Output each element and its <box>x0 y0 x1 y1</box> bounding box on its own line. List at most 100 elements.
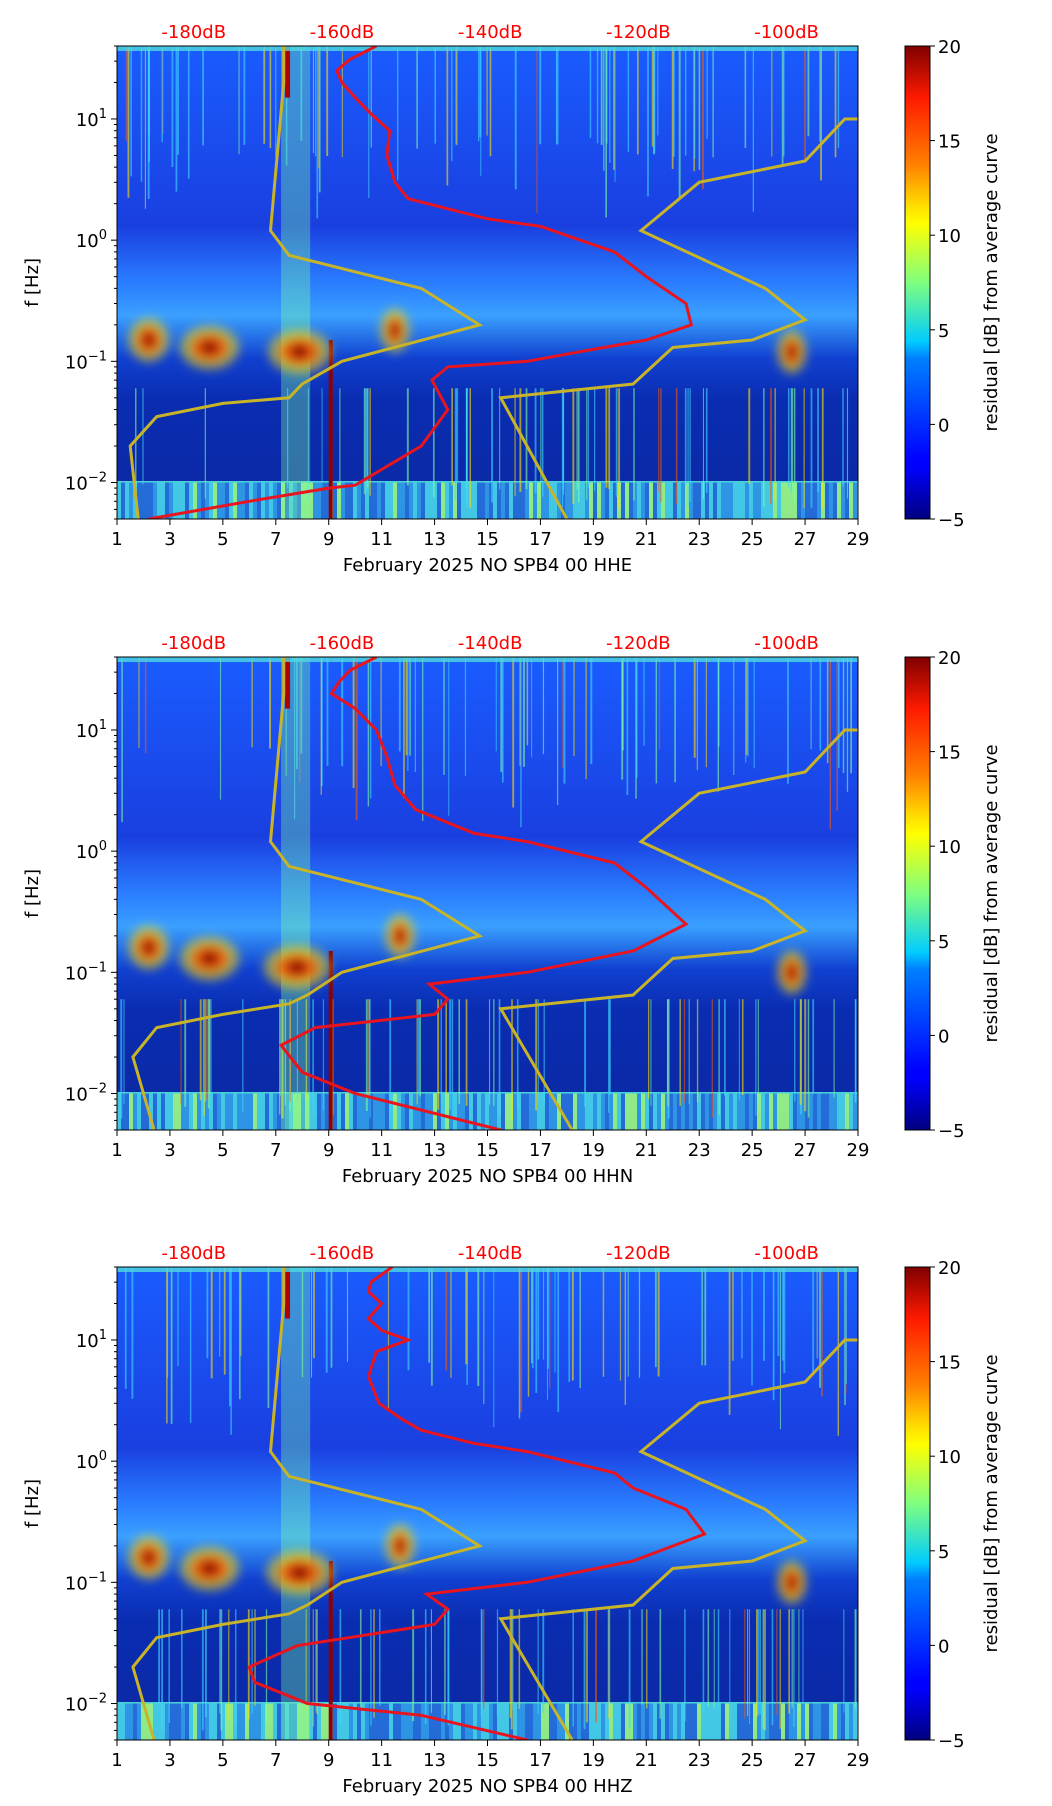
band-column <box>517 1093 521 1130</box>
band-column <box>797 482 801 519</box>
band-column <box>845 1093 849 1130</box>
band-column <box>653 1703 657 1740</box>
band-column <box>549 1093 553 1130</box>
band-column <box>297 482 301 519</box>
band-column <box>545 482 549 519</box>
microseism-energy <box>128 1523 807 1605</box>
band-column <box>205 1703 209 1740</box>
band-column <box>725 482 729 519</box>
colorbar-tick-label: 0 <box>938 415 949 436</box>
x-tick-label: 1 <box>111 1140 122 1161</box>
band-column <box>685 482 689 519</box>
band-column <box>741 482 745 519</box>
band-column <box>349 1093 353 1130</box>
band-column <box>589 1093 593 1130</box>
energy-peak <box>142 1549 156 1566</box>
band-column <box>805 1703 809 1740</box>
x-tick-label: 3 <box>164 529 175 550</box>
band-column <box>153 482 157 519</box>
band-column <box>833 1093 837 1130</box>
band-column <box>613 1703 617 1740</box>
band-column <box>753 1093 757 1130</box>
low-noise-model-curve <box>131 1267 484 1740</box>
band-column <box>409 1703 413 1740</box>
band-column <box>381 1703 385 1740</box>
energy-peak <box>200 950 220 967</box>
x-tick-label: 7 <box>270 529 281 550</box>
band-column <box>777 1093 781 1130</box>
band-column <box>657 482 661 519</box>
band-column <box>717 482 721 519</box>
band-column <box>525 1093 529 1130</box>
band-column <box>533 1093 537 1130</box>
band-column <box>281 1703 285 1740</box>
band-column <box>669 1093 673 1130</box>
band-column <box>809 1093 813 1130</box>
band-column <box>653 1093 657 1130</box>
band-column <box>757 1703 761 1740</box>
band-column <box>769 1093 773 1130</box>
colorbar-tick-label: −5 <box>938 510 965 531</box>
x-tick-label: 13 <box>423 1140 446 1161</box>
band-column <box>697 482 701 519</box>
colorbar-tick-label: 10 <box>938 226 961 247</box>
band-column <box>457 1093 461 1130</box>
band-column <box>397 1703 401 1740</box>
x-tick-label: 23 <box>688 529 711 550</box>
band-column <box>793 1703 797 1740</box>
band-column <box>125 1093 129 1130</box>
band-column <box>437 1093 441 1130</box>
colorbar-label: residual [dB] from average curve <box>981 133 1002 431</box>
band-column <box>285 1093 289 1130</box>
band-column <box>237 1093 241 1130</box>
band-column <box>837 482 841 519</box>
band-column <box>345 1093 349 1130</box>
band-column <box>269 1093 273 1130</box>
band-column <box>481 482 485 519</box>
band-column <box>529 1703 533 1740</box>
x-tick-label: 7 <box>270 1750 281 1771</box>
band-column <box>125 482 129 519</box>
band-column <box>133 1703 137 1740</box>
band-column <box>521 1093 525 1130</box>
x-tick-label: 17 <box>529 529 552 550</box>
band-column <box>837 1093 841 1130</box>
band-column <box>437 1703 441 1740</box>
band-column <box>349 1703 353 1740</box>
band-column <box>457 1703 461 1740</box>
band-column <box>777 482 781 519</box>
band-column <box>241 1703 245 1740</box>
nyquist-strip <box>117 46 858 51</box>
band-column <box>245 1093 249 1130</box>
high-freq-event <box>285 1267 291 1319</box>
band-column <box>333 482 337 519</box>
y-tick-label: 100 <box>76 1449 107 1473</box>
band-column <box>453 1093 457 1130</box>
band-column <box>469 1703 473 1740</box>
band-column <box>161 1093 165 1130</box>
band-column <box>849 1093 853 1130</box>
x-tick-label: 3 <box>164 1750 175 1771</box>
colorbar: −5 0 5 10 15 20 residual [dB] from average cur… <box>904 648 1002 1142</box>
band-column <box>833 482 837 519</box>
energy-peak <box>289 343 310 360</box>
band-column <box>593 1093 597 1130</box>
band-column <box>613 1093 617 1130</box>
band-column <box>401 1093 405 1130</box>
band-column <box>229 1093 233 1130</box>
db-scale-label: -120dB <box>606 633 671 654</box>
energy-peak <box>787 964 797 981</box>
band-column <box>637 1093 641 1130</box>
band-column <box>433 1093 437 1130</box>
band-column <box>349 482 353 519</box>
band-column <box>581 482 585 519</box>
band-column <box>197 1703 201 1740</box>
band-column <box>353 482 357 519</box>
band-column <box>589 1703 593 1740</box>
band-column <box>265 1093 269 1130</box>
band-column <box>489 1703 493 1740</box>
band-column <box>337 482 341 519</box>
x-tick-label: 27 <box>794 1140 817 1161</box>
band-column <box>389 482 393 519</box>
